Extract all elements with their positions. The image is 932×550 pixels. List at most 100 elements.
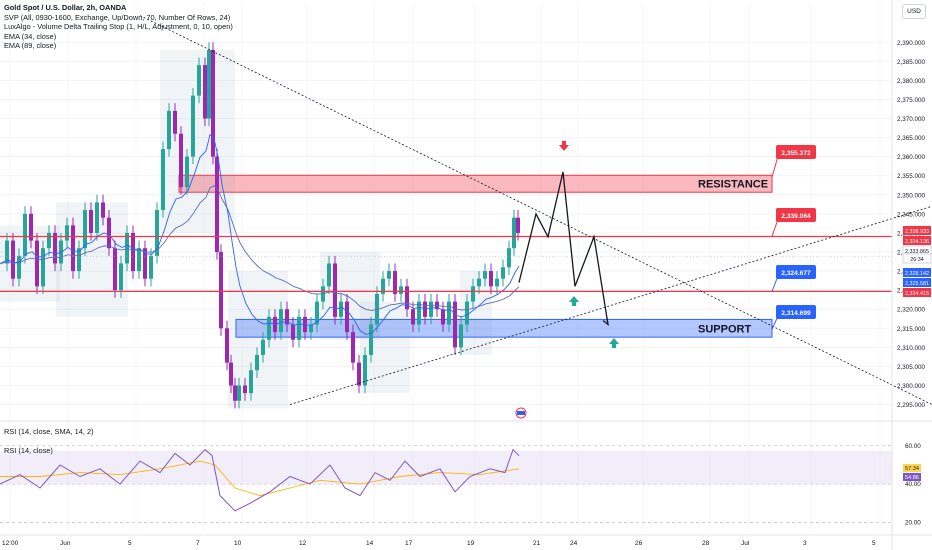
symbol-title[interactable]: Gold Spot / U.S. Dollar, 2h, OANDA: [4, 3, 127, 12]
chart-legend: Gold Spot / U.S. Dollar, 2h, OANDA SVP (…: [4, 3, 233, 51]
candle-body: [219, 252, 223, 329]
y-tick-label: 2,345.000: [897, 211, 926, 218]
x-tick-label: 21: [533, 540, 541, 547]
candle-body: [83, 210, 87, 249]
price-callout: [776, 265, 816, 279]
candle-body: [207, 49, 211, 119]
rsi-axis-label: 60.00: [905, 443, 921, 450]
candle-body: [53, 232, 57, 264]
y-tick-label: 2,320.000: [897, 307, 926, 314]
y-tick-label: 2,385.000: [897, 59, 926, 66]
axis-price-tag-label: 2,338.933: [905, 229, 929, 235]
price-callout-label: 2,324.677: [781, 270, 811, 277]
buy-arrow-icon: [609, 338, 619, 348]
y-tick-label: 2,390.000: [897, 40, 926, 47]
callout-pointer: [771, 315, 779, 330]
callout-pointer: [771, 275, 779, 292]
callouts-layer: 2,355.372 2,339.064 2,324.677 2,314.699: [771, 145, 816, 330]
profile-box: [460, 271, 492, 355]
candle-body: [315, 301, 319, 325]
axis-price-tag: [903, 226, 931, 235]
ema-89-line: [0, 185, 520, 311]
axis-price-tag: [903, 236, 931, 245]
candle-body: [417, 301, 421, 325]
candle-body: [512, 217, 516, 249]
indicator-ema-89[interactable]: EMA (89, close): [4, 41, 57, 51]
indicator-svp[interactable]: SVP (All, 0930-1600, Exchange, Up/Down, …: [4, 12, 231, 22]
candle-body: [119, 263, 123, 291]
candle-body: [285, 309, 289, 325]
candle-body: [393, 271, 397, 294]
y-tick-label: 2,350.000: [897, 192, 926, 199]
currency-button[interactable]: USD: [902, 4, 926, 19]
candle-body: [459, 324, 463, 348]
candle-body: [381, 278, 385, 294]
sell-arrow-icon: [559, 141, 569, 151]
rsi-value-label: 54.86: [905, 475, 919, 481]
candle-body: [483, 271, 487, 279]
candle-body: [411, 309, 415, 325]
candle-body: [501, 267, 505, 279]
x-tick-label: 5: [872, 540, 876, 547]
candle-body: [477, 278, 481, 287]
candle-body: [303, 316, 307, 333]
price-layer: [5, 42, 520, 409]
x-tick-label: 3: [803, 540, 807, 547]
candle-body: [131, 232, 135, 272]
candle-body: [489, 271, 493, 287]
candle-body: [89, 210, 93, 233]
candle-body: [261, 339, 265, 355]
callout-pointer: [771, 155, 779, 178]
x-tick-label: 12:00: [2, 540, 19, 547]
candle-body: [17, 255, 21, 279]
trendlines-layer: [139, 15, 932, 405]
candle-body: [125, 232, 129, 264]
rsi-axis-label: 20.00: [905, 519, 921, 526]
candle-body: [243, 385, 247, 394]
candle-body: [29, 213, 33, 241]
rsi-ma-line: [0, 460, 520, 497]
axis-price-tag-label: 2,325.581: [905, 281, 929, 287]
candle-body: [429, 301, 433, 317]
rsi-line: [0, 448, 520, 512]
descending-trendline: [139, 15, 932, 405]
y-tick-label: 2,380.000: [897, 78, 926, 85]
candle-body: [113, 248, 117, 291]
x-tick-label: 26: [635, 540, 643, 547]
candle-body: [225, 328, 229, 363]
rsi-legend-2[interactable]: RSI (14, close): [4, 446, 53, 455]
axis-price-tag-label: 2,328.142: [905, 271, 929, 277]
x-tick-label: 14: [366, 540, 374, 547]
x-tick-label: 28: [702, 540, 710, 547]
y-tick-label: 2,305.000: [897, 364, 926, 371]
candle-body: [351, 332, 355, 363]
candle-body: [369, 324, 373, 355]
price-callout: [776, 305, 816, 319]
candle-body: [215, 156, 219, 253]
zones-layer: RESISTANCE SUPPORT: [0, 49, 773, 409]
candle-body: [345, 301, 349, 333]
x-tick-label: 17: [405, 540, 413, 547]
rsi-value-tag: [903, 473, 921, 481]
ema-34-line: [0, 133, 520, 335]
indicator-ema-34[interactable]: EMA (34, close): [4, 31, 57, 41]
axis-tags-layer: 2,338.933 2,334.136 2,333.865 26:34 2,328.14…: [902, 226, 932, 481]
candle-body: [229, 362, 233, 386]
y-tick-label: 2,315.000: [897, 326, 926, 333]
price-callout-label: 2,339.064: [781, 213, 811, 220]
candle-body: [507, 248, 511, 268]
candle-body: [441, 309, 445, 325]
candle-body: [237, 385, 241, 401]
y-tick-label: 2,355.000: [897, 173, 926, 180]
candle-body: [249, 370, 253, 394]
candle-body: [179, 133, 183, 188]
candle-body: [47, 232, 51, 249]
levels-layer: [0, 235, 892, 293]
rsi-legend-1[interactable]: RSI (14, close, SMA, 14, 2): [4, 427, 94, 436]
candle-body: [107, 217, 111, 249]
axis-price-tag-label: 26:34: [910, 257, 924, 263]
arrows-layer: [559, 141, 619, 348]
indicator-luxalgo[interactable]: LuxAlgo - Volume Delta Trailing Stop (1,…: [4, 22, 233, 32]
candle-body: [197, 65, 201, 96]
